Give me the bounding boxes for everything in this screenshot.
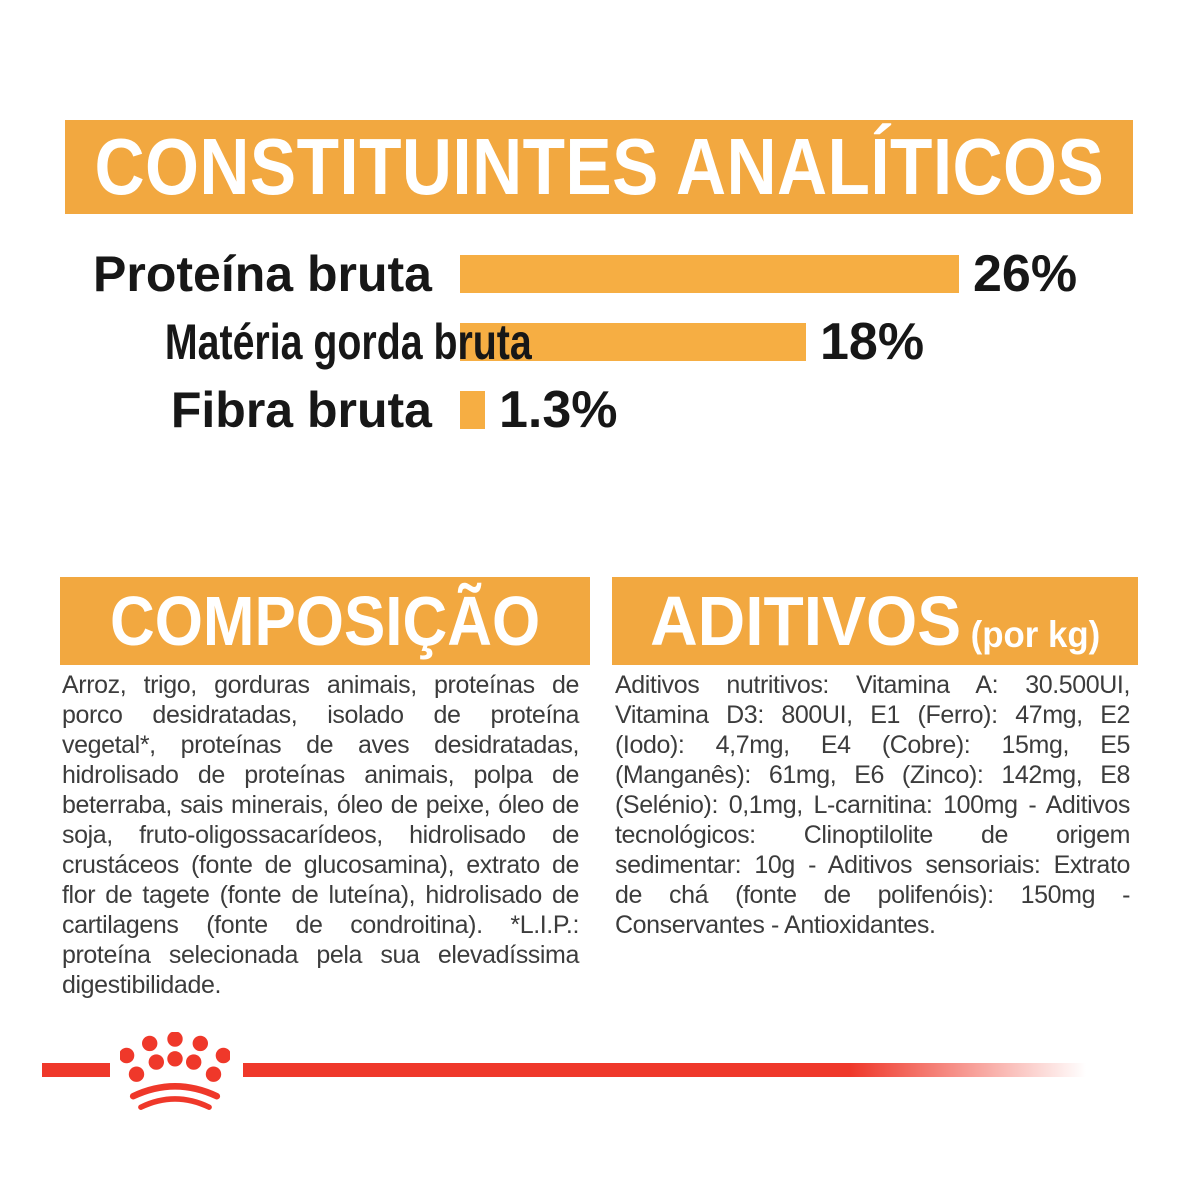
chart-row: Fibra bruta 1.3%	[65, 376, 1135, 444]
chart-category-label: Proteína bruta	[93, 246, 432, 302]
chart-title: CONSTITUINTES ANALÍTICOS	[94, 122, 1104, 211]
royal-canin-crown-icon	[120, 1032, 230, 1110]
analytical-constituents-bar-chart: Proteína bruta 26% Matéria gorda bruta 18% F…	[65, 240, 1135, 444]
aditivos-body-text: Aditivos nutritivos: Vitamina A: 30.500U…	[615, 671, 1130, 939]
chart-bar	[460, 391, 485, 429]
chart-category-label: Matéria gorda bruta	[164, 314, 532, 370]
chart-row: Proteína bruta 26%	[65, 240, 1135, 308]
chart-value-label: 18%	[820, 313, 925, 371]
chart-bar	[460, 255, 959, 293]
aditivos-subtitle: (por kg)	[970, 614, 1101, 655]
composicao-header: COMPOSIÇÃO	[60, 577, 590, 665]
brand-divider-line-left	[42, 1063, 110, 1077]
chart-value-label: 26%	[973, 245, 1078, 303]
chart-value-label: 1.3%	[499, 381, 618, 439]
brand-divider-line-right	[243, 1063, 1086, 1077]
aditivos-title: ADITIVOS	[649, 582, 962, 660]
chart-category-label: Fibra bruta	[170, 382, 432, 438]
chart-bar	[460, 323, 806, 361]
constituintes-analiticos-banner: CONSTITUINTES ANALÍTICOS	[65, 120, 1133, 214]
composicao-body-text: Arroz, trigo, gorduras animais, proteína…	[62, 671, 579, 999]
chart-row: Matéria gorda bruta 18%	[65, 308, 1135, 376]
composicao-title: COMPOSIÇÃO	[109, 582, 541, 660]
aditivos-header: ADITIVOS (por kg)	[612, 577, 1138, 665]
